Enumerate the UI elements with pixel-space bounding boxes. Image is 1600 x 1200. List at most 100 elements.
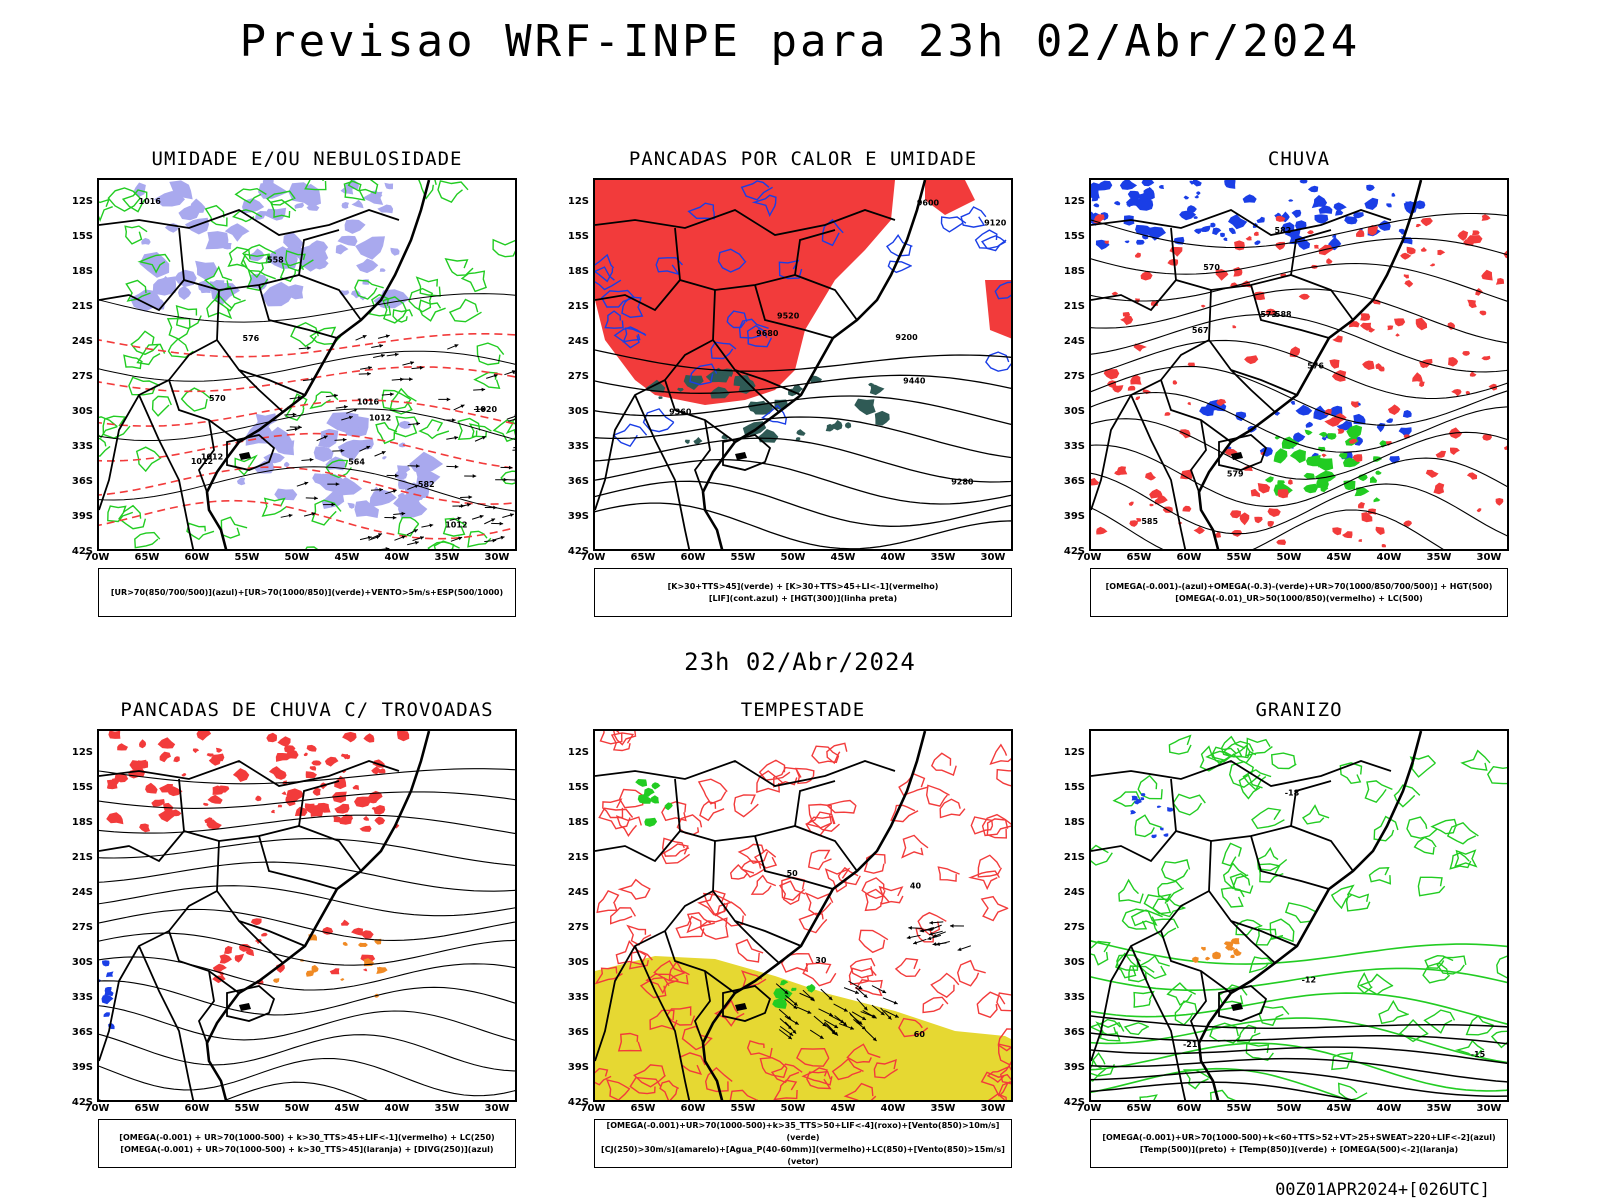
contour-labels-umidade: 1012101210121012101610161020576582570564…: [139, 197, 498, 530]
lat-tick-label: 21S: [1063, 852, 1085, 863]
contour-labels-granizo: -12 -15 -18 -21: [1183, 789, 1486, 1059]
wind850-green-fill: [635, 779, 673, 827]
lat-tick-label: 27S: [567, 371, 589, 382]
svg-text:1012: 1012: [369, 413, 391, 422]
wind-vectors: [280, 334, 515, 549]
legend-line: [OMEGA(-0.001)+UR>70(1000-500)+k>35_TTS>…: [606, 1120, 1000, 1142]
map-tempestade: 50 40 30 60: [593, 729, 1013, 1102]
svg-text:588: 588: [1275, 310, 1292, 319]
lat-tick-label: 30S: [567, 406, 589, 417]
svg-text:1012: 1012: [445, 521, 467, 530]
pressure-isobars: [99, 293, 515, 512]
map-canvas-tempestade: 50 40 30 60: [595, 731, 1011, 1100]
lat-tick-label: 12S: [1063, 196, 1085, 207]
wind850-vectors: [775, 980, 899, 1042]
lon-tick-label: 45W: [334, 1103, 360, 1114]
lat-tick-label: 18S: [71, 817, 93, 828]
lat-tick-label: 36S: [71, 1027, 93, 1038]
legend-line: [LIF](cont.azul) + [HGT(300)](linha pret…: [708, 593, 898, 603]
svg-text:1012: 1012: [201, 452, 223, 461]
lat-tick-label: 21S: [1063, 301, 1085, 312]
svg-text:579: 579: [1227, 470, 1244, 479]
svg-text:1016: 1016: [139, 197, 162, 206]
lat-tick-label: 42S: [567, 1097, 589, 1108]
lat-tick-label: 18S: [1063, 817, 1085, 828]
panel-title-pancadas-trovoadas: PANCADAS DE CHUVA C/ TROVOADAS: [120, 699, 494, 721]
svg-text:564: 564: [348, 457, 365, 466]
lat-tick-label: 36S: [1063, 476, 1085, 487]
svg-text:576: 576: [243, 334, 260, 343]
lat-tick-label: 42S: [1063, 546, 1085, 557]
lon-tick-label: 50W: [1276, 552, 1302, 563]
lat-tick-label: 33S: [567, 992, 589, 1003]
lon-tick-label: 50W: [780, 1103, 806, 1114]
wind850-vectors-east: [906, 920, 972, 951]
lat-tick-label: 24S: [1063, 336, 1085, 347]
lat-tick-label: 39S: [1063, 511, 1085, 522]
country-state-borders: [1091, 731, 1423, 1100]
legend-box-tempestade: [OMEGA(-0.001)+UR>70(1000-500)+k>35_TTS>…: [594, 1119, 1012, 1168]
lat-tick-label: 42S: [71, 546, 93, 557]
contour-labels-tempestade: 50 40 30 60: [787, 869, 926, 1039]
lon-tick-label: 70W: [1076, 552, 1102, 563]
lat-tick-label: 24S: [1063, 887, 1085, 898]
lon-tick-label: 50W: [284, 1103, 310, 1114]
humidity-lower-contours: [99, 180, 515, 549]
lat-tick-label: 33S: [71, 992, 93, 1003]
lon-tick-label: 65W: [1126, 552, 1152, 563]
map-canvas-granizo: -12 -15 -18 -21: [1091, 731, 1507, 1100]
lifted-index-contours: [595, 180, 1011, 448]
lc250-streamlines: [99, 768, 515, 1100]
lon-tick-label: 35W: [930, 552, 956, 563]
legend-line: [Temp(500)](preto) + [Temp(850)](verde) …: [1139, 1144, 1459, 1154]
svg-text:60: 60: [914, 1030, 926, 1039]
lon-tick-label: 40W: [1376, 552, 1402, 563]
map-granizo: -12 -15 -18 -21: [1089, 729, 1509, 1102]
lon-tick-label: 45W: [1326, 1103, 1352, 1114]
lon-tick-label: 65W: [630, 552, 656, 563]
lat-tick-label: 36S: [1063, 1027, 1085, 1038]
map-canvas-pancadas-calor: 9680 9600 9520 9440 9360 9280 9200 9120: [595, 180, 1011, 549]
lat-tick-label: 42S: [71, 1097, 93, 1108]
run-info-footer: 00Z01APR2024+[026UTC]: [1275, 1180, 1490, 1200]
lon-tick-label: 30W: [1476, 552, 1502, 563]
lat-tick-label: 39S: [71, 1062, 93, 1073]
lat-tick-label: 27S: [1063, 922, 1085, 933]
lat-tick-label: 33S: [1063, 992, 1085, 1003]
lat-tick-label: 18S: [1063, 266, 1085, 277]
main-title: Previsao WRF-INPE para 23h 02/Abr/2024: [239, 16, 1361, 67]
lat-tick-label: 30S: [71, 406, 93, 417]
svg-text:585: 585: [1141, 517, 1158, 526]
contour-labels-pancadas-calor: 9680 9600 9520 9440 9360 9280 9200 9120: [669, 199, 1007, 487]
map-pancadas-calor: 9680 9600 9520 9440 9360 9280 9200 9120: [593, 178, 1013, 551]
lon-tick-label: 30W: [1476, 1103, 1502, 1114]
lon-tick-label: 60W: [184, 552, 210, 563]
country-state-borders: [99, 731, 431, 1100]
lat-tick-label: 36S: [71, 476, 93, 487]
lon-tick-label: 35W: [1426, 1103, 1452, 1114]
lat-tick-label: 27S: [71, 922, 93, 933]
lon-tick-label: 40W: [880, 1103, 906, 1114]
lat-tick-label: 15S: [567, 782, 589, 793]
legend-box-pancadas-trovoadas: [OMEGA(-0.001) + UR>70(1000-500) + k>30_…: [98, 1119, 516, 1168]
svg-text:30: 30: [815, 956, 827, 965]
svg-text:558: 558: [267, 256, 284, 265]
lat-tick-label: 12S: [567, 196, 589, 207]
lat-tick-label: 21S: [71, 852, 93, 863]
lat-tick-label: 12S: [71, 747, 93, 758]
humidity-upper-fill: [129, 180, 410, 312]
lat-tick-label: 15S: [1063, 782, 1085, 793]
lat-tick-label: 39S: [567, 511, 589, 522]
svg-text:9600: 9600: [917, 199, 940, 208]
map-pancadas-trovoadas: [97, 729, 517, 1102]
lon-tick-label: 45W: [334, 552, 360, 563]
lat-tick-label: 15S: [567, 231, 589, 242]
lat-tick-label: 24S: [71, 336, 93, 347]
lon-tick-label: 40W: [384, 552, 410, 563]
svg-text:570: 570: [209, 394, 226, 403]
svg-text:9440: 9440: [903, 377, 926, 386]
lat-tick-label: 24S: [71, 887, 93, 898]
lat-tick-label: 27S: [1063, 371, 1085, 382]
lat-tick-label: 27S: [71, 371, 93, 382]
lon-tick-label: 45W: [830, 552, 856, 563]
